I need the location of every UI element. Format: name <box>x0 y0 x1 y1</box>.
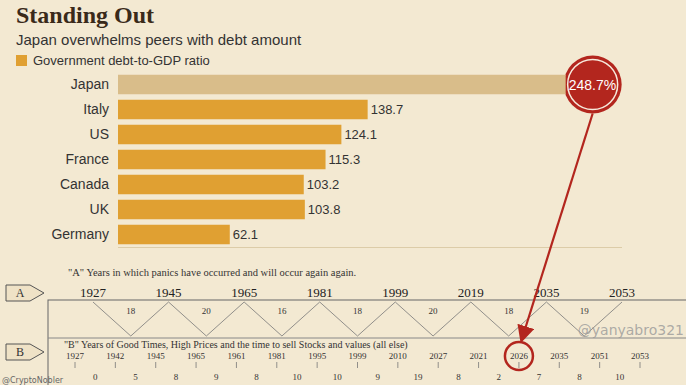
svg-text:19: 19 <box>580 306 590 316</box>
svg-text:1981: 1981 <box>307 285 333 300</box>
svg-text:2053: 2053 <box>609 285 635 300</box>
svg-text:"B" Years of Good Times, High: "B" Years of Good Times, High Prices and… <box>64 339 408 351</box>
svg-text:1965: 1965 <box>231 285 257 300</box>
svg-text:20: 20 <box>429 306 439 316</box>
svg-text:1945: 1945 <box>147 351 166 361</box>
svg-text:18: 18 <box>504 306 514 316</box>
svg-text:10: 10 <box>615 372 625 382</box>
svg-text:124.1: 124.1 <box>344 127 377 142</box>
svg-text:7: 7 <box>537 372 542 382</box>
svg-text:2026: 2026 <box>510 351 529 361</box>
svg-text:16: 16 <box>277 306 287 316</box>
svg-text:Japan: Japan <box>71 76 109 92</box>
svg-text:1927: 1927 <box>66 351 85 361</box>
svg-text:5: 5 <box>133 372 138 382</box>
svg-text:Germany: Germany <box>51 226 109 242</box>
svg-text:8: 8 <box>577 372 582 382</box>
html-text:Standing Out: Standing Out <box>16 2 155 28</box>
svg-text:8: 8 <box>456 372 461 382</box>
svg-text:248.7%: 248.7% <box>569 77 616 93</box>
svg-text:1942: 1942 <box>106 351 124 361</box>
svg-text:9: 9 <box>375 372 380 382</box>
svg-text:2053: 2053 <box>631 351 650 361</box>
svg-text:2: 2 <box>497 372 502 382</box>
svg-text:2035: 2035 <box>533 285 559 300</box>
svg-text:8: 8 <box>254 372 259 382</box>
svg-text:8: 8 <box>174 372 179 382</box>
svg-text:Italy: Italy <box>83 101 109 117</box>
svg-text:UK: UK <box>90 201 110 217</box>
svg-text:103.2: 103.2 <box>307 177 340 192</box>
svg-text:1999: 1999 <box>382 285 408 300</box>
svg-text:2051: 2051 <box>591 351 609 361</box>
svg-text:115.3: 115.3 <box>329 152 361 167</box>
svg-text:103.8: 103.8 <box>308 202 341 217</box>
svg-text:1927: 1927 <box>80 285 107 300</box>
svg-text:2010: 2010 <box>389 351 408 361</box>
svg-text:18: 18 <box>353 306 363 316</box>
svg-text:A: A <box>16 286 25 300</box>
svg-text:France: France <box>65 151 109 167</box>
svg-text:1961: 1961 <box>227 351 245 361</box>
svg-text:18: 18 <box>126 306 136 316</box>
svg-text:1999: 1999 <box>349 351 368 361</box>
svg-text:US: US <box>90 126 109 142</box>
svg-text:19: 19 <box>414 372 424 382</box>
svg-text:20: 20 <box>202 306 212 316</box>
svg-text:2021: 2021 <box>470 351 488 361</box>
svg-text:Canada: Canada <box>60 176 109 192</box>
svg-text:62.1: 62.1 <box>233 227 258 242</box>
svg-text:2019: 2019 <box>458 285 484 300</box>
svg-text:1945: 1945 <box>156 285 182 300</box>
svg-text:2027: 2027 <box>429 351 448 361</box>
svg-text:@CryptoNobler: @CryptoNobler <box>2 376 64 385</box>
svg-text:1995: 1995 <box>308 351 327 361</box>
svg-text:1965: 1965 <box>187 351 206 361</box>
svg-text:9: 9 <box>214 372 219 382</box>
svg-text:10: 10 <box>333 372 343 382</box>
svg-text:1981: 1981 <box>268 351 286 361</box>
svg-text:138.7: 138.7 <box>371 102 404 117</box>
svg-text:0: 0 <box>93 372 98 382</box>
svg-text:B: B <box>16 345 24 359</box>
html-text:Japan overwhelms peers with de: Japan overwhelms peers with debt amount <box>16 31 302 48</box>
svg-text:"A" Years in which panics have: "A" Years in which panics have occurred … <box>68 267 356 278</box>
svg-text:2035: 2035 <box>550 351 569 361</box>
svg-text:10: 10 <box>292 372 302 382</box>
svg-text:@yanyabro321: @yanyabro321 <box>578 322 684 338</box>
html-text:Government debt-to-GDP ratio: Government debt-to-GDP ratio <box>33 53 210 68</box>
